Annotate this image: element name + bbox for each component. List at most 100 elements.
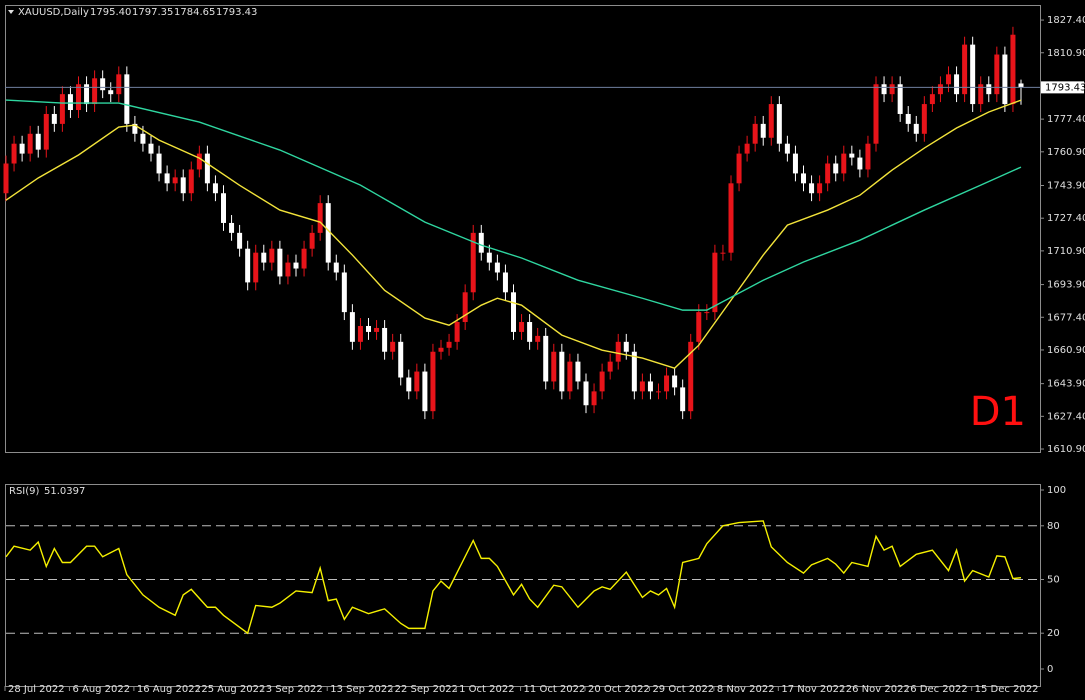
x-tick-label: 22 Sep 2022 [395,684,458,695]
candle-body [261,252,267,263]
candle-body [1002,54,1008,105]
candle-body [946,74,951,85]
candle-body [760,123,766,138]
candle-body [623,341,629,352]
candle-body [333,262,339,273]
candle-body [27,133,33,154]
candle-body [212,183,218,194]
candle-body [752,123,758,144]
candle-body [978,84,984,105]
candle-body [446,341,452,348]
candle-body [366,325,371,332]
candle-body [148,143,154,154]
candle-body [374,327,380,332]
candle-body [245,248,251,283]
candle-body [817,183,823,194]
candle-body [784,143,790,154]
candle-body [511,292,516,332]
candle-body [422,371,428,412]
candle-body [59,94,65,124]
candle-body [688,341,694,412]
candle-body [108,90,114,95]
candle-body [527,322,533,342]
x-tick-label: 28 Jul 2022 [8,684,65,695]
y-tick-label: 50 [1047,575,1060,586]
candle-body [84,84,90,105]
last-price-box [1041,81,1084,94]
candle-body [849,153,855,158]
symbol-title: XAUUSD,Daily [18,7,89,18]
candle-body [519,322,525,332]
candle-body [398,341,404,378]
candle-body [204,153,210,184]
y-tick-label: 1760.90 [1047,147,1085,158]
candle-body [1018,83,1024,88]
candle-body [164,173,170,184]
y-tick-label: 1610.90 [1047,444,1085,455]
candle-body [357,325,363,342]
candle-body [486,252,492,263]
candle-body [253,252,259,283]
candle-body [67,94,73,111]
menu-arrow[interactable] [8,10,14,14]
x-tick-label: 3 Sep 2022 [266,684,323,695]
candle-body [172,177,178,184]
candle-body [3,163,9,194]
x-tick-label: 29 Oct 2022 [652,684,714,695]
y-tick-label: 80 [1047,521,1060,532]
y-tick-label: 1677.40 [1047,312,1085,323]
x-tick-label: 26 Nov 2022 [846,684,910,695]
candle-body [132,123,138,134]
candle-body [221,193,226,223]
y-tick-label: 1777.40 [1047,114,1085,125]
candle-body [696,312,702,342]
candle-body [559,351,565,392]
candle-body [188,169,194,194]
y-tick-label: 1660.90 [1047,345,1085,356]
candle-body [575,361,581,382]
y-tick-label: 1743.90 [1047,181,1085,192]
candle-body [591,391,597,406]
candle-body [712,252,718,313]
candle-body [833,163,839,174]
candle-body [237,232,243,249]
ohlc-high: 1797.35 [132,7,173,18]
y-tick-label: 20 [1047,628,1060,639]
candle-body [551,351,557,382]
candle-body [809,183,815,194]
candle-body [647,381,653,392]
candle-body [881,84,887,95]
price-layer: 1827.401810.901793.901777.401760.901743.… [3,15,1085,455]
candle-body [736,153,742,184]
x-tick-label: 6 Aug 2022 [72,684,130,695]
rsi-panel [5,484,1041,687]
x-tick-label: 8 Nov 2022 [717,684,775,695]
y-tick-label: 1627.40 [1047,411,1085,422]
candle-body [728,183,734,253]
rsi-title: RSI(9) [9,486,40,497]
rsi-layer: 100 80 50 20 0 28 Jul 2022 6 Aug 2022 16 Aug 20… [4,485,1066,695]
candle-body [599,371,605,392]
candle-body [744,143,750,154]
candle-body [454,322,460,342]
candle-body [1010,34,1016,105]
price-panel [5,5,1041,453]
candle-body [768,104,774,138]
candle-body [929,94,935,105]
candle-body [124,74,130,124]
candle-body [406,377,412,392]
candle-body [865,143,871,170]
candle-body [156,153,162,174]
candle-body [43,113,49,150]
candle-body [301,248,307,269]
candle-body [664,375,670,392]
last-price-label: 1793.43 [1045,82,1085,93]
candle-body [857,157,863,170]
candle-body [776,104,782,144]
candle-body [76,84,81,111]
rsi-line [5,520,1022,635]
x-tick-label: 6 Dec 2022 [910,684,968,695]
x-tick-label: 16 Aug 2022 [137,684,201,695]
